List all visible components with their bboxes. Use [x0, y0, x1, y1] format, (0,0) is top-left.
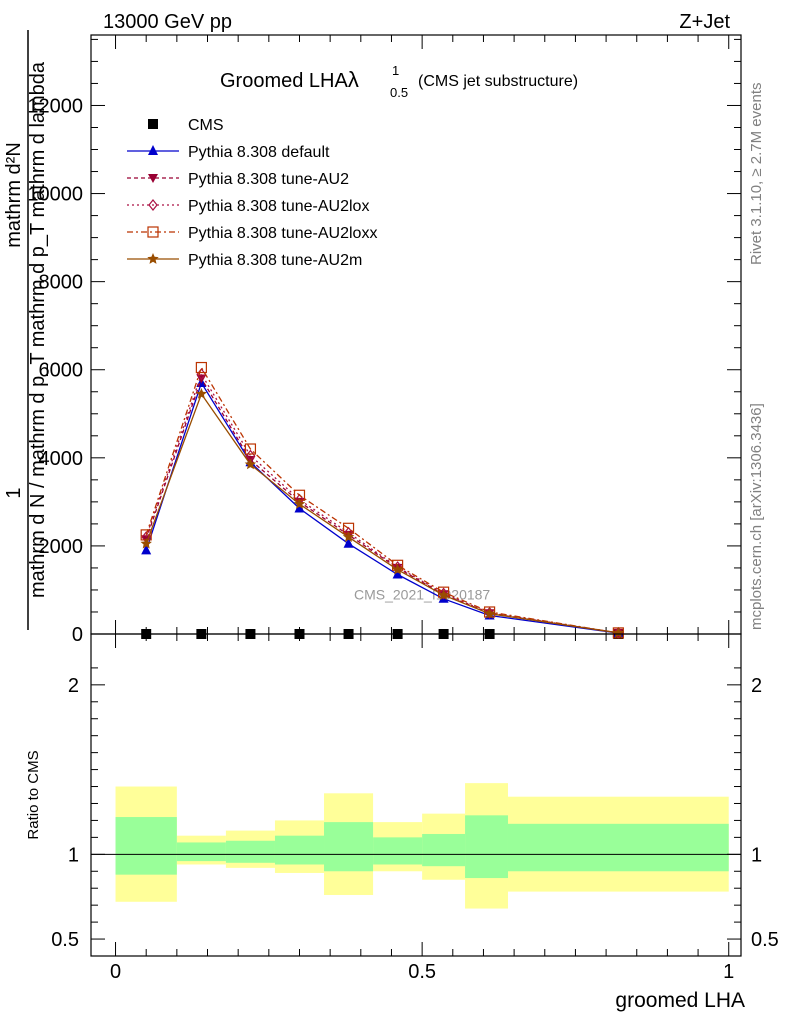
- main-panel: 0 2000 4000 6000 8000 10000 12000 CMS_2021_I192…: [27, 34, 742, 646]
- ylabel-numerator: mathrm d²N: [3, 142, 25, 248]
- legend-marker: [147, 253, 159, 264]
- ratio-band-green: [115, 817, 177, 875]
- legend-marker: [147, 226, 159, 238]
- main-ytick-label: 4000: [39, 448, 84, 470]
- legend-label: Pythia 8.308 tune-AU2loxx: [188, 225, 377, 242]
- ratio-xtick-label: 1: [723, 961, 734, 983]
- legend-label: Pythia 8.308 tune-AU2m: [188, 252, 362, 269]
- ratio-ytick-label-right: 2: [751, 675, 762, 697]
- legend-label: Pythia 8.308 tune-AU2lox: [188, 198, 369, 215]
- ratio-ytick-label-right: 0.5: [751, 929, 779, 951]
- watermark-label: CMS_2021_I1920187: [354, 587, 490, 603]
- ylabel-one: 1: [3, 487, 25, 498]
- chart-subtitle: (CMS jet substructure): [418, 73, 578, 90]
- main-ytick-label: 2000: [39, 536, 84, 558]
- ylabel-denominator: mathrm d N / mathrm d p_T mathrm d p_T m…: [27, 61, 49, 598]
- title-superscript: 1: [392, 63, 399, 78]
- main-ytick-label: 0: [72, 624, 83, 646]
- ratio-band-green: [507, 823, 729, 872]
- data-point: [141, 544, 152, 555]
- legend-marker: [148, 174, 158, 183]
- series-5: [140, 388, 625, 638]
- data-point: [195, 388, 208, 399]
- data-point: [294, 502, 305, 513]
- main-ylabel: 1 mathrm d²N mathrm d N / mathrm d p_T m…: [3, 30, 49, 630]
- legend-marker: [148, 199, 158, 211]
- ratio-ylabel: Ratio to CMS: [25, 750, 42, 839]
- legend-marker: [148, 145, 158, 155]
- data-point: [391, 563, 404, 575]
- data-point: [612, 626, 625, 638]
- legend-label: Pythia 8.308 tune-AU2: [188, 171, 349, 188]
- ratio-band-green: [225, 840, 275, 863]
- legend: CMS Pythia 8.308 default Pythia 8.308 tune…: [127, 117, 377, 269]
- data-point: [140, 537, 152, 549]
- main-ytick-label: 8000: [39, 272, 84, 294]
- data-point: [484, 606, 495, 619]
- ratio-xtick-label: 0.5: [408, 961, 436, 983]
- legend-marker: [148, 119, 158, 129]
- title-main: Groomed LHA: [220, 70, 348, 92]
- title-subscript: 0.5: [390, 85, 408, 100]
- data-point: [392, 568, 403, 579]
- main-ytick-label: 6000: [39, 360, 84, 382]
- data-point: [437, 589, 450, 601]
- rivet-label: Rivet 3.1.10, ≥ 2.7M events: [748, 83, 765, 266]
- ratio-band-green: [274, 835, 325, 865]
- data-point: [438, 587, 449, 600]
- series-line: [145, 365, 619, 634]
- ratio-panel: 0 0.5 1 0.5 0.5 1 1 2 2: [51, 633, 779, 983]
- ratio-xtick-label: 0: [110, 961, 121, 983]
- data-point: [244, 443, 257, 455]
- data-point: [483, 607, 496, 619]
- data-point: [293, 498, 306, 509]
- main-ytick-label: 12000: [27, 95, 83, 117]
- ratio-band-green: [373, 837, 423, 865]
- ratio-band-green: [465, 815, 508, 879]
- ratio-frame: [90, 633, 742, 957]
- main-ytick-label: 10000: [27, 184, 83, 206]
- chart-title: Groomed LHAλ: [220, 67, 359, 92]
- ratio-ytick-label: 2: [68, 675, 79, 697]
- ratio-band-green: [422, 833, 466, 867]
- header-right-label: Z+Jet: [679, 11, 730, 33]
- title-symbol: λ: [348, 67, 359, 92]
- legend-label: Pythia 8.308 default: [188, 144, 330, 161]
- data-point: [244, 458, 257, 470]
- data-point: [343, 537, 354, 548]
- data-point: [195, 361, 207, 374]
- legend-label: CMS: [188, 117, 224, 134]
- ratio-ytick-label: 1: [68, 844, 79, 866]
- ratio-ytick-label: 0.5: [51, 929, 79, 951]
- ratio-ytick-label-right: 1: [751, 844, 762, 866]
- ratio-band-green: [176, 842, 226, 862]
- ratio-xlabel: groomed LHA: [615, 989, 745, 1012]
- mcplots-label: mcplots.cern.ch [arXiv:1306.3436]: [748, 403, 765, 630]
- ratio-band-green: [324, 822, 374, 872]
- data-point: [342, 531, 355, 542]
- header-left-label: 13000 GeV pp: [103, 11, 232, 33]
